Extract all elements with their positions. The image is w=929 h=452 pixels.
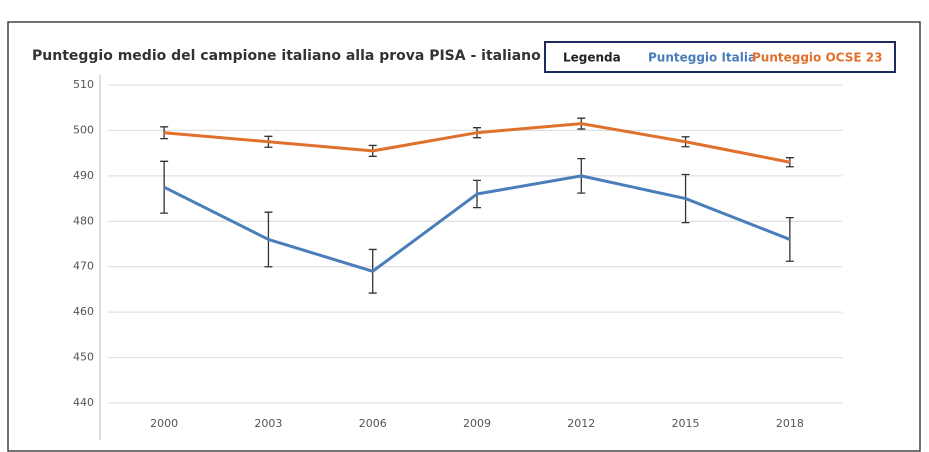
legend-box <box>544 41 896 73</box>
y-tick-label: 470 <box>73 260 94 273</box>
y-tick-label: 440 <box>73 396 94 409</box>
y-tick-label: 500 <box>73 123 94 136</box>
legend-entry: Punteggio OCSE 23 <box>752 51 882 65</box>
x-tick-label: 2006 <box>359 417 387 430</box>
y-tick-label: 460 <box>73 305 94 318</box>
legend-entry: Punteggio Italia <box>648 51 756 65</box>
x-tick-label: 2000 <box>150 417 178 430</box>
x-tick-label: 2018 <box>776 417 804 430</box>
y-tick-label: 450 <box>73 351 94 364</box>
chart-title: Punteggio medio del campione italiano al… <box>32 48 541 64</box>
x-tick-label: 2015 <box>672 417 700 430</box>
chart-frame <box>7 21 921 452</box>
x-tick-label: 2012 <box>567 417 595 430</box>
y-tick-label: 480 <box>73 214 94 227</box>
legend-title: Legenda <box>563 51 621 65</box>
y-tick-label: 490 <box>73 169 94 182</box>
y-tick-label: 510 <box>73 78 94 91</box>
series-line <box>163 174 791 273</box>
x-tick-label: 2003 <box>254 417 282 430</box>
x-tick-label: 2009 <box>463 417 491 430</box>
series-line <box>164 122 791 164</box>
